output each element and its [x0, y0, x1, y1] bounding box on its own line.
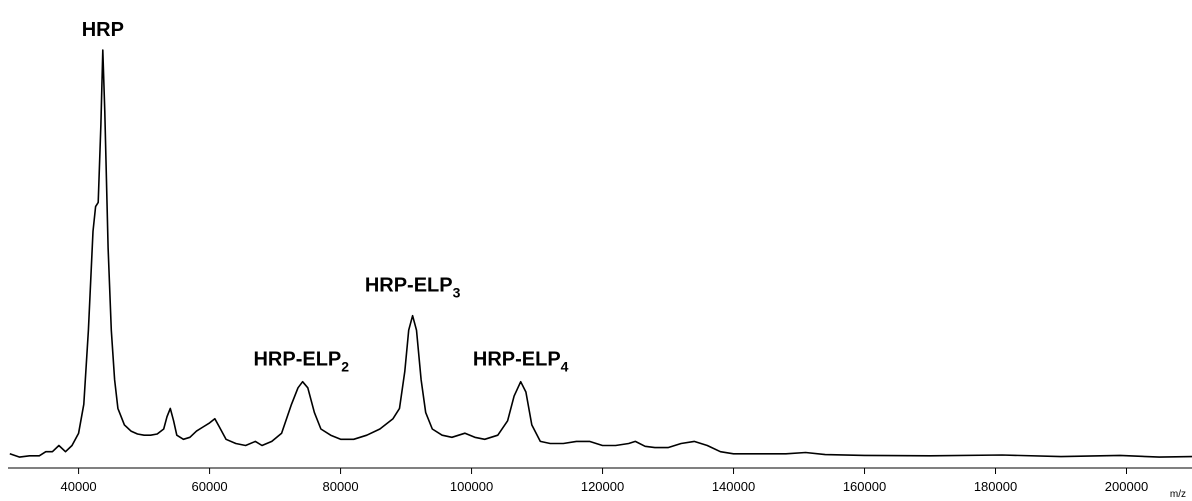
- peak-label-text: HRP: [82, 19, 124, 41]
- peak-label-text: HRP-ELP: [253, 349, 341, 371]
- peak-label: HRP-ELP2: [253, 349, 349, 375]
- x-tick-label: 40000: [61, 479, 97, 494]
- peak-label-text: HRP-ELP: [473, 349, 561, 371]
- x-tick-label: 200000: [1105, 479, 1148, 494]
- spectrum-line: [9, 49, 1192, 458]
- x-tick-label: 120000: [581, 479, 624, 494]
- x-tick-label: 60000: [192, 479, 228, 494]
- peak-label-subscript: 3: [453, 284, 461, 300]
- peak-label: HRP: [82, 19, 124, 41]
- peak-label: HRP-ELP4: [473, 349, 569, 375]
- x-axis-label: m/z: [1170, 489, 1186, 500]
- series-layer: [9, 49, 1192, 458]
- x-tick-label: 180000: [974, 479, 1017, 494]
- peak-label-subscript: 4: [561, 359, 569, 375]
- x-tick-label: 80000: [322, 479, 358, 494]
- peak-label-subscript: 2: [341, 359, 349, 375]
- x-tick-label: 160000: [843, 479, 886, 494]
- peak-label: HRP-ELP3: [365, 274, 461, 300]
- x-tick-label: 140000: [712, 479, 755, 494]
- x-tick-label: 100000: [450, 479, 493, 494]
- x-tick-labels: 40000 60000 80000 100000 120000 140000 160000 1…: [61, 468, 1148, 494]
- peak-label-text: HRP-ELP: [365, 274, 453, 296]
